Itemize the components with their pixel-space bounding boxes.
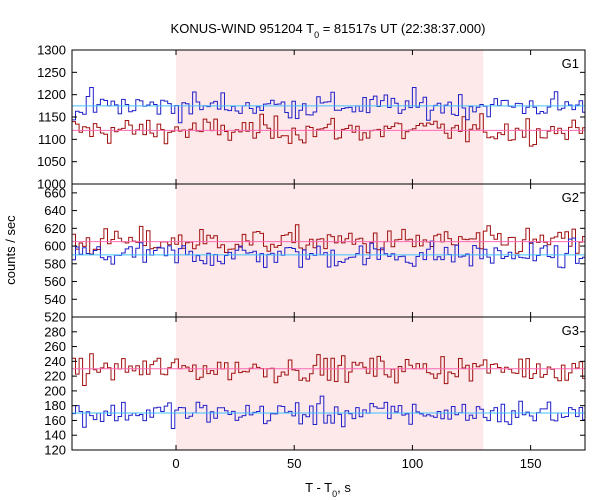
y-tick-label: 160 [44,413,66,428]
y-tick-label: 140 [44,428,66,443]
y-tick-label: 660 [44,185,66,200]
y-tick-label: 1300 [37,43,66,58]
plot-layer: 1000105011001150120012501300G15205405605… [37,43,586,471]
x-tick-label: 150 [520,456,542,471]
panel-label: G2 [562,190,579,205]
y-tick-label: 200 [44,383,66,398]
y-tick-label: 220 [44,369,66,384]
y-tick-label: 1250 [37,65,66,80]
y-tick-label: 180 [44,398,66,413]
y-tick-label: 1050 [37,154,66,169]
y-tick-label: 1100 [38,132,66,147]
y-tick-label: 540 [44,292,66,307]
g3-blue-series [72,395,585,429]
y-tick-label: 1150 [38,110,66,125]
g3-panel-frame [71,316,586,451]
g1-red-series [72,113,585,147]
x-tick-label: 0 [172,456,179,471]
y-tick-label: 280 [44,324,66,339]
x-tick-label: 100 [402,456,424,471]
y-tick-label: 640 [44,203,66,218]
y-tick-label: 560 [44,274,66,289]
x-axis-label: T - T0, s [305,480,351,499]
y-axis-label: counts / sec [3,215,18,285]
y-tick-label: 620 [44,221,66,236]
chart-title: KONUS-WIND 951204 T0 = 81517s UT (22:38:… [171,21,486,40]
g3-red-series [72,353,585,386]
x-tick-label: 50 [287,456,301,471]
y-tick-label: 120 [44,443,66,458]
y-tick-label: 260 [44,339,66,354]
y-tick-label: 600 [44,239,66,254]
y-tick-label: 520 [44,310,66,325]
panel-label: G1 [562,56,579,71]
y-tick-label: 240 [44,354,66,369]
y-tick-label: 1000 [37,177,66,192]
y-tick-label: 1200 [37,87,66,102]
highlight-interval [176,50,484,450]
y-tick-label: 580 [44,256,66,271]
panel-label: G3 [562,323,579,338]
g2-blue-series [72,237,585,269]
